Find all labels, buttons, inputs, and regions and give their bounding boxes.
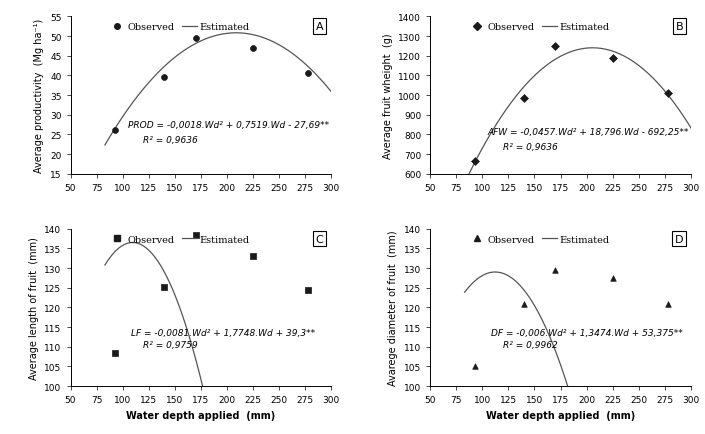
Text: R² = 0,9636: R² = 0,9636 — [503, 143, 558, 152]
X-axis label: Water depth applied  (mm): Water depth applied (mm) — [126, 410, 276, 420]
Point — [247, 45, 259, 52]
Text: DF = -0,006.Wd² + 1,3474.Wd + 53,375**: DF = -0,006.Wd² + 1,3474.Wd + 53,375** — [491, 328, 682, 337]
Point — [470, 363, 481, 370]
Text: R² = 0,9636: R² = 0,9636 — [144, 136, 198, 145]
Text: LF = -0,0081.Wd² + 1,7748.Wd + 39,3**: LF = -0,0081.Wd² + 1,7748.Wd + 39,3** — [131, 328, 315, 337]
Text: AFW = -0,0457.Wd² + 18,796.Wd - 692,25**: AFW = -0,0457.Wd² + 18,796.Wd - 692,25** — [488, 128, 689, 137]
Legend: Observed, Estimated: Observed, Estimated — [469, 234, 611, 245]
Point — [662, 300, 673, 307]
Text: R² = 0,9759: R² = 0,9759 — [144, 340, 198, 349]
Point — [518, 95, 529, 102]
Point — [518, 300, 529, 307]
Legend: Observed, Estimated: Observed, Estimated — [469, 22, 611, 33]
Point — [190, 232, 201, 239]
Point — [662, 90, 673, 97]
Point — [470, 158, 481, 165]
Text: B: B — [675, 22, 683, 32]
Y-axis label: Avarege diameter of fruit  (mm): Avarege diameter of fruit (mm) — [388, 230, 398, 385]
Text: C: C — [316, 234, 324, 244]
Point — [302, 286, 314, 293]
Point — [110, 349, 121, 356]
Point — [607, 56, 618, 62]
Text: PROD = -0,0018.Wd² + 0,7519.Wd - 27,69**: PROD = -0,0018.Wd² + 0,7519.Wd - 27,69** — [128, 120, 329, 129]
Point — [159, 74, 170, 81]
Y-axis label: Average productivity  (Mg ha⁻¹): Average productivity (Mg ha⁻¹) — [35, 19, 44, 173]
Text: A: A — [316, 22, 324, 32]
Point — [550, 267, 561, 274]
Point — [110, 127, 121, 134]
Point — [159, 283, 170, 290]
Legend: Observed, Estimated: Observed, Estimated — [109, 22, 251, 33]
Point — [190, 36, 201, 43]
X-axis label: Water depth applied  (mm): Water depth applied (mm) — [486, 410, 635, 420]
Y-axis label: Average fruit wheight  (g): Average fruit wheight (g) — [383, 33, 393, 158]
Legend: Observed, Estimated: Observed, Estimated — [109, 234, 251, 245]
Point — [247, 253, 259, 260]
Point — [607, 275, 618, 282]
Point — [302, 71, 314, 78]
Text: D: D — [675, 234, 683, 244]
Text: R² = 0,9962: R² = 0,9962 — [503, 340, 558, 349]
Point — [550, 44, 561, 51]
Y-axis label: Average length of fruit  (mm): Average length of fruit (mm) — [29, 237, 39, 379]
